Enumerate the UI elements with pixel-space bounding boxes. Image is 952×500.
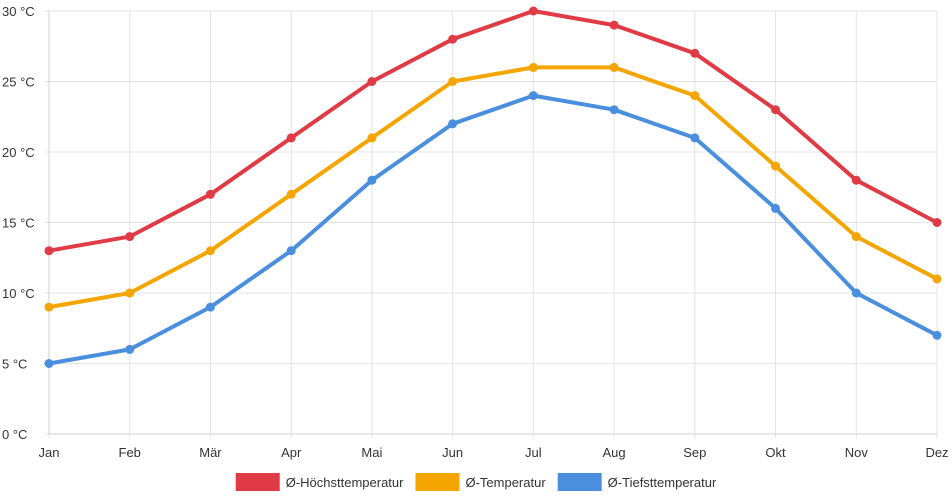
data-point[interactable] [932,218,942,227]
data-point[interactable] [44,359,54,368]
legend-item[interactable]: Ø-Tiefsttemperatur [557,473,717,491]
x-tick-label: Jul [525,445,542,460]
data-point[interactable] [851,175,861,185]
legend-item[interactable]: Ø-Höchsttemperatur [235,473,404,491]
axes: 0 °C 5 °C 10 °C 15 °C 20 °C 25 °C 30 °C Jan Feb M… [2,4,949,460]
x-tick-label: Dez [925,445,948,460]
data-point[interactable] [448,77,458,86]
data-point[interactable] [528,6,538,16]
data-point[interactable] [690,91,700,101]
y-tick-label: 25 °C [2,75,35,90]
data-point[interactable] [286,133,296,143]
data-point[interactable] [690,133,700,143]
x-tick-label: Mär [199,445,222,460]
series-0 [44,6,942,256]
x-tick-label: Okt [765,445,786,460]
x-tick-label: Nov [845,445,869,460]
data-point[interactable] [125,232,135,242]
series-line [47,93,939,366]
x-tick-label: Sep [683,445,706,460]
legend-label: Ø-Höchsttemperatur [286,475,404,490]
data-point[interactable] [205,246,215,256]
series-1 [44,62,942,312]
data-point[interactable] [367,77,377,86]
series-line [47,9,939,253]
x-tick-label: Jan [39,445,60,460]
data-point[interactable] [932,274,942,284]
data-point[interactable] [609,62,619,72]
data-point[interactable] [205,302,215,312]
x-tick-label: Jun [442,445,463,460]
data-point[interactable] [851,232,861,242]
series-line [47,65,939,310]
series-2 [44,91,942,368]
x-tick-label: Aug [603,445,626,460]
data-point[interactable] [44,246,54,256]
legend-label: Ø-Tiefsttemperatur [608,475,717,490]
data-point[interactable] [851,288,861,298]
data-point[interactable] [125,288,135,298]
x-tick-label: Feb [119,445,141,460]
data-point[interactable] [205,189,215,199]
data-point[interactable] [690,48,700,58]
legend-label: Ø-Temperatur [465,475,546,490]
data-point[interactable] [286,189,296,199]
data-point[interactable] [448,119,458,129]
y-tick-label: 20 °C [2,145,35,160]
data-point[interactable] [609,20,619,30]
y-tick-label: 30 °C [2,4,35,19]
data-point[interactable] [609,105,619,115]
legend: Ø-Höchsttemperatur Ø-Temperatur Ø-Tiefstte… [235,473,717,491]
data-point[interactable] [44,302,54,312]
data-point[interactable] [367,133,377,143]
data-point[interactable] [528,62,538,72]
data-point[interactable] [932,330,942,340]
data-point[interactable] [771,161,781,171]
data-point[interactable] [771,203,781,213]
legend-item[interactable]: Ø-Temperatur [415,473,546,491]
legend-swatch [235,473,280,491]
data-point[interactable] [448,34,458,44]
series-lines [44,6,942,368]
legend-swatch [415,473,460,491]
y-tick-label: 0 °C [2,427,27,442]
y-tick-label: 10 °C [2,286,35,301]
y-tick-label: 15 °C [2,216,35,231]
x-tick-label: Apr [281,445,302,460]
data-point[interactable] [125,344,135,354]
y-tick-label: 5 °C [2,357,27,372]
data-point[interactable] [286,246,296,256]
x-tick-label: Mai [361,445,382,460]
legend-swatch [557,473,602,491]
data-point[interactable] [367,175,377,185]
data-point[interactable] [771,105,781,115]
data-point[interactable] [528,91,538,101]
